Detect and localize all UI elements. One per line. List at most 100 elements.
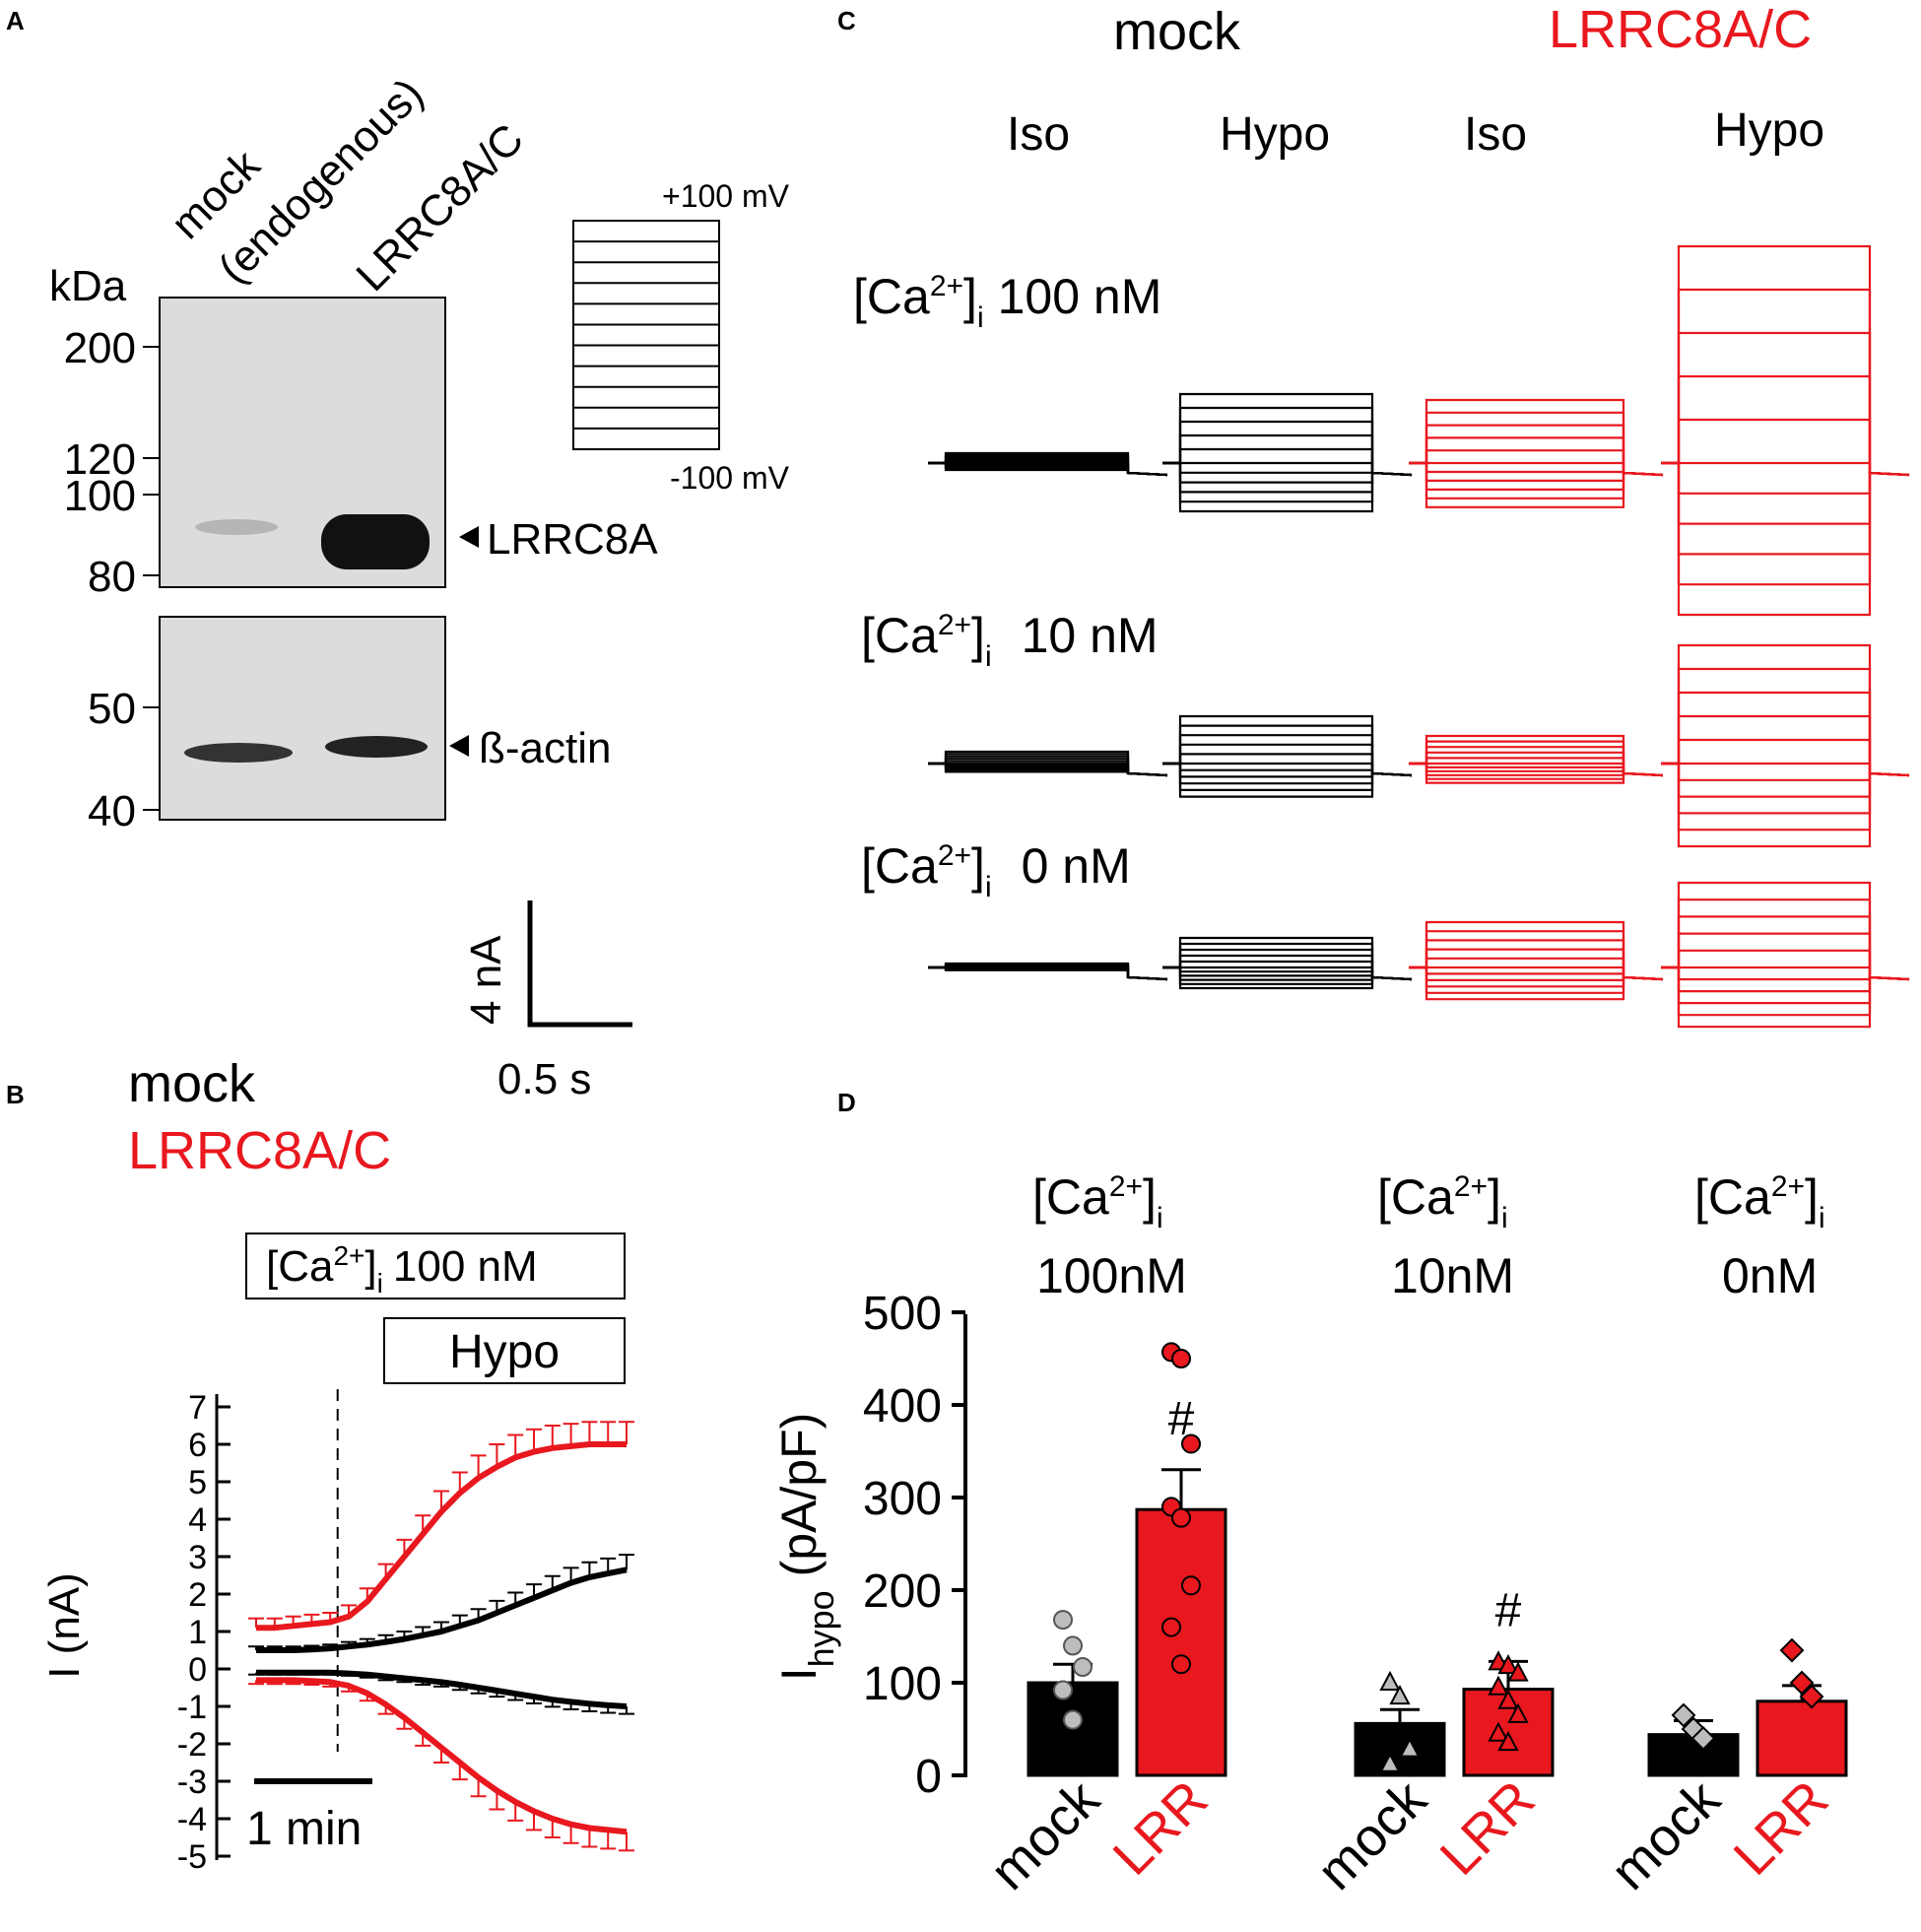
d-data-point: [1389, 1684, 1411, 1705]
b-series-line: [256, 1441, 627, 1632]
c-sweep: [1162, 406, 1413, 477]
scale-bar-current: 4 nA: [462, 935, 510, 1025]
b-y-tick-label: 4: [188, 1501, 207, 1539]
c-row-label-10nm: [Ca2+]i 10 nM: [861, 608, 1159, 673]
c-group-lrrc8ac: LRRC8A/C: [1549, 0, 1812, 59]
d-data-point: [1779, 1637, 1805, 1663]
c-sweep: [1661, 915, 1910, 981]
d-x-label-mock: mock: [1600, 1768, 1732, 1900]
d-x-label-mock: mock: [979, 1768, 1111, 1900]
c-sweep: [928, 962, 1168, 981]
d-y-tick-label: 300: [863, 1473, 942, 1525]
kda-label: kDa: [49, 262, 127, 310]
panel-c: C mock LRRC8A/C Iso Hypo Iso Hypo [Ca2+]…: [837, 0, 1910, 1029]
b-series-lrrc8a-c-inward: [248, 1677, 634, 1852]
c-sweep: [1661, 244, 1910, 477]
c-sweep: [1409, 734, 1664, 777]
d-bar: [1755, 1699, 1848, 1777]
c-sweep: [1661, 949, 1910, 981]
marker-40: 40: [88, 787, 136, 835]
d-y-tick-label: 400: [863, 1380, 942, 1432]
d-group-conc-3: 0nM: [1722, 1248, 1818, 1303]
c-sweep: [1409, 436, 1664, 477]
d-y-tick-label: 500: [863, 1288, 942, 1340]
c-sweep: [1162, 724, 1413, 777]
b-y-tick-label: 5: [188, 1464, 207, 1501]
c-sweep: [1661, 667, 1910, 777]
d-bar: [1135, 1507, 1227, 1777]
d-data-point: [1507, 1702, 1529, 1723]
d-data-point: [1181, 1433, 1201, 1454]
d-bar-lrr-group2: #: [1462, 1584, 1555, 1777]
c-col-hypo-mock: Hypo: [1220, 108, 1330, 161]
d-data-point: [1497, 1653, 1519, 1675]
c-sweep: [1661, 762, 1910, 815]
d-ylabel: Ihypo (pA/pF): [771, 1413, 841, 1682]
c-col-hypo-lrrc: Hypo: [1714, 104, 1824, 157]
b-y-tick-label: 6: [188, 1427, 207, 1464]
d-data-point: [1379, 1752, 1401, 1772]
d-bar-mock-group3: [1647, 1702, 1740, 1777]
c-col-iso-lrrc: Iso: [1464, 108, 1527, 161]
c-current-traces: [928, 244, 1910, 1029]
d-data-point: [1488, 1721, 1509, 1742]
d-data-point: [1171, 1507, 1191, 1528]
d-group-label-1: [Ca2+]i: [1032, 1169, 1163, 1234]
c-sweep: [1661, 461, 1910, 617]
c-sweep: [1661, 966, 1910, 1005]
d-y-ticks: 500 400 300 200 100 0: [863, 1288, 965, 1803]
c-sweep: [1162, 433, 1413, 477]
c-trace-r3-c2: [1162, 936, 1413, 990]
time-scale-label: 1 min: [246, 1803, 362, 1855]
marker-120: 120: [64, 435, 136, 484]
b-y-tick-label: 0: [188, 1651, 207, 1689]
c-sweep: [1661, 881, 1910, 981]
d-bar-mock-group2: [1354, 1670, 1446, 1777]
c-sweep: [1661, 714, 1910, 777]
b-y-tick-label: -1: [177, 1689, 207, 1726]
c-group-mock: mock: [1113, 2, 1241, 61]
d-y-tick-label: 0: [915, 1751, 942, 1803]
d-data-point: [1399, 1737, 1421, 1758]
d-data-point: [1789, 1670, 1815, 1696]
c-trace-r2-c1: [928, 750, 1168, 777]
c-sweep: [928, 750, 1168, 777]
panel-a-label: A: [6, 6, 25, 35]
panel-d-label: D: [837, 1088, 856, 1117]
c-sweep: [1409, 957, 1664, 981]
d-data-point: [1690, 1725, 1716, 1751]
c-trace-r1-c1: [928, 451, 1168, 477]
b-y-tick-label: 3: [188, 1539, 207, 1576]
d-group-label-3: [Ca2+]i: [1694, 1169, 1825, 1234]
d-bar: [1354, 1721, 1446, 1777]
marker-200: 200: [64, 324, 136, 372]
c-sweep: [1162, 461, 1413, 513]
d-data-point: [1063, 1635, 1083, 1656]
c-trace-r3-c3: [1409, 920, 1664, 1001]
condition-box-text: [Ca2+]i 100 nM: [266, 1240, 538, 1299]
c-sweep: [1162, 714, 1413, 777]
b-series-line: [256, 1677, 628, 1835]
b-series-group: [248, 1421, 634, 1852]
c-sweep: [1661, 461, 1910, 495]
c-sweep: [1661, 288, 1910, 477]
voltage-protocol-box: [572, 220, 720, 450]
d-data-point: [1799, 1684, 1824, 1709]
band-label-lrrc8a: LRRC8A: [487, 515, 658, 564]
d-data-point: [1063, 1709, 1083, 1730]
d-x-label-mock: mock: [1306, 1768, 1438, 1900]
protocol-bottom-label: -100 mV: [670, 460, 790, 496]
c-sweep: [1409, 398, 1664, 477]
legend-mock: mock: [128, 1054, 256, 1113]
b-series-line: [256, 1566, 628, 1653]
d-bar-lrr-group3: [1755, 1637, 1848, 1777]
marker-80: 80: [88, 553, 136, 601]
voltage-protocol-steps: [573, 240, 719, 430]
c-trace-r2-c3: [1409, 734, 1664, 784]
c-sweep: [1409, 966, 1664, 1001]
d-data-point: [1379, 1670, 1401, 1691]
d-bar-series: ##: [1027, 1342, 1848, 1777]
d-bar-lrr-group1: #: [1135, 1342, 1227, 1777]
b-y-tick-label: 2: [188, 1576, 207, 1614]
